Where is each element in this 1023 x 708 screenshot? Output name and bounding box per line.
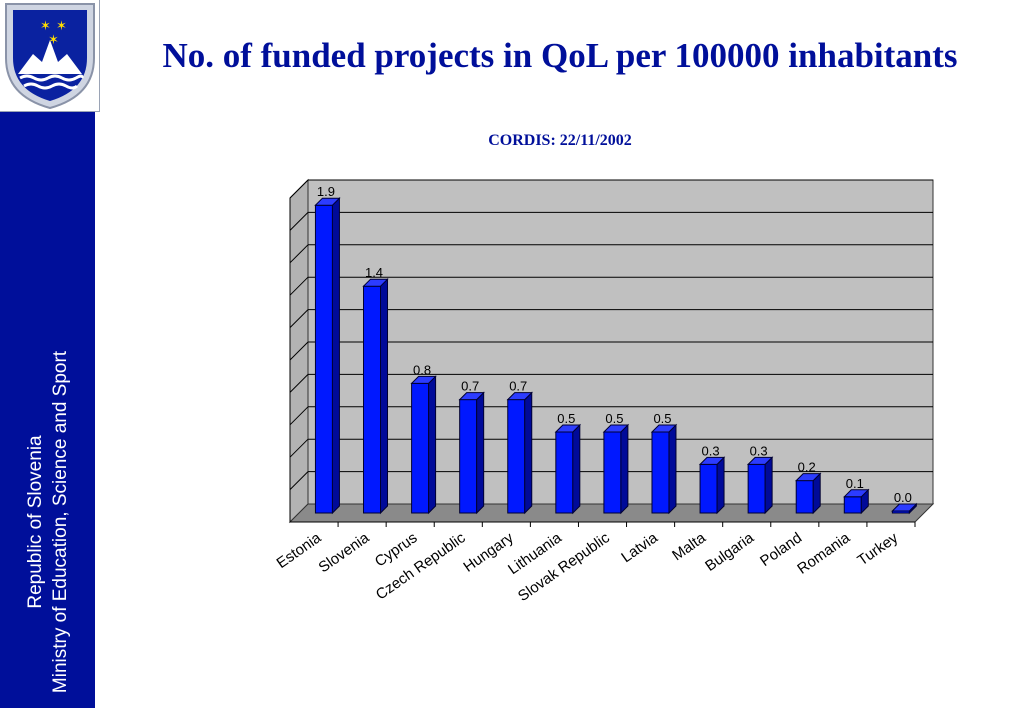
data-label: 0.0: [894, 490, 912, 505]
bar-front: [555, 431, 574, 514]
bar-top: [506, 392, 533, 401]
data-label: 0.5: [653, 411, 671, 426]
bar-side: [620, 423, 629, 515]
bar: [746, 456, 774, 515]
bar-side: [716, 456, 725, 515]
bar-front: [747, 463, 766, 514]
bar: [314, 196, 341, 515]
data-label: 0.5: [557, 411, 575, 426]
bar: [602, 423, 630, 515]
data-label: 0.2: [798, 460, 816, 475]
svg-text:✶: ✶: [56, 19, 67, 34]
svg-text:✶: ✶: [48, 33, 59, 48]
data-label: 0.7: [509, 379, 527, 394]
gridline-side: [289, 471, 309, 490]
bar-side: [572, 423, 581, 515]
bar-top: [410, 375, 437, 384]
gridline-side: [289, 341, 309, 361]
bar-side: [668, 423, 677, 515]
bar: [650, 423, 678, 515]
bar: [410, 375, 437, 515]
bar: [891, 502, 918, 515]
bar-side: [428, 375, 437, 515]
bar-top: [458, 392, 485, 401]
gridline-side: [289, 374, 309, 393]
bar: [554, 423, 582, 515]
bar-top: [843, 489, 870, 498]
bar-top: [602, 424, 630, 433]
bar-front: [507, 399, 526, 514]
tick-label: Romania: [794, 529, 853, 578]
gridline-side: [289, 179, 309, 199]
bar-front: [411, 382, 430, 514]
bar-front: [603, 431, 622, 514]
bar-side: [380, 277, 389, 515]
logo-panel: ✶ ✶ ✶: [0, 0, 100, 112]
tick-label: Slovenia: [316, 529, 373, 576]
bar: [795, 472, 822, 515]
gridline-side: [289, 276, 309, 296]
tick-label: Turkey: [854, 529, 901, 569]
page-subtitle: CORDIS: 22/11/2002: [488, 132, 632, 149]
bar-top: [891, 503, 918, 512]
data-label: 1.4: [365, 265, 383, 280]
data-label: 0.3: [750, 443, 768, 458]
data-label: 0.3: [702, 443, 720, 458]
bar-side: [476, 391, 485, 515]
sidebar-band: Republic of Slovenia Ministry of Educati…: [0, 112, 95, 708]
page-title: No. of funded projects in QoL per 100000…: [162, 36, 958, 75]
tick-label: Latvia: [618, 529, 661, 566]
svg-text:✶: ✶: [40, 19, 51, 34]
gridline-side: [289, 309, 309, 328]
bar-top: [554, 424, 582, 433]
bar-front: [699, 463, 718, 514]
bar-front: [651, 431, 670, 514]
bar-front: [363, 285, 382, 514]
data-label: 0.1: [846, 476, 864, 491]
bar-top: [746, 456, 774, 465]
bar: [458, 391, 485, 515]
bar: [506, 391, 533, 515]
gridline-side: [289, 244, 309, 264]
data-label: 1.9: [317, 184, 335, 199]
slovenia-coat-of-arms-icon: ✶ ✶ ✶: [5, 3, 95, 110]
bar-front: [795, 480, 814, 514]
bar-front: [459, 399, 478, 514]
gridline-side: [289, 406, 309, 426]
bar-top: [314, 197, 341, 206]
gridline-side: [289, 438, 309, 458]
data-label: 0.8: [413, 362, 431, 377]
bar-top: [650, 424, 678, 433]
tick-label: Bulgaria: [702, 529, 757, 575]
data-label: 0.5: [605, 411, 623, 426]
bar: [698, 456, 726, 515]
bar-front: [314, 204, 333, 514]
data-label: 0.7: [461, 379, 479, 394]
bar-front: [843, 496, 862, 514]
bar-top: [698, 456, 726, 465]
bar-top: [795, 473, 822, 482]
bar: [843, 488, 870, 515]
gridline-side: [289, 212, 309, 231]
bar-side: [764, 456, 773, 515]
bar-top: [362, 278, 389, 287]
bar: [362, 277, 389, 515]
bar-side: [331, 196, 340, 515]
bar-side: [524, 391, 533, 515]
